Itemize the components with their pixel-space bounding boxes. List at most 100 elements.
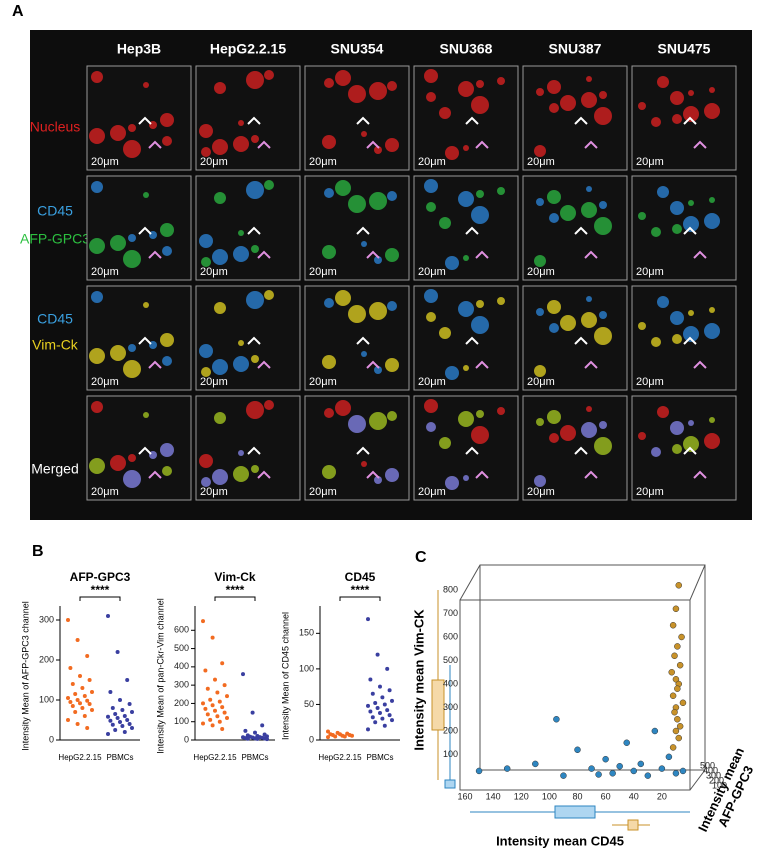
cell xyxy=(199,344,213,358)
cell xyxy=(581,422,597,438)
cell xyxy=(672,114,682,124)
cell xyxy=(369,192,387,210)
cell xyxy=(547,300,561,314)
row-label: Nucleus xyxy=(30,119,81,135)
cell xyxy=(361,241,367,247)
data-point xyxy=(669,744,677,751)
cell xyxy=(212,249,228,265)
cell xyxy=(599,91,607,99)
cell xyxy=(439,217,451,229)
cell xyxy=(547,190,561,204)
data-point xyxy=(78,674,82,678)
cell xyxy=(91,71,103,83)
data-point xyxy=(203,706,208,711)
scale-bar: 20μm xyxy=(91,156,119,168)
scale-bar: 20μm xyxy=(636,266,664,278)
data-point xyxy=(674,643,681,650)
cell xyxy=(534,365,546,377)
data-point xyxy=(87,678,92,682)
cell xyxy=(445,366,459,380)
cell xyxy=(683,216,699,232)
data-point xyxy=(602,755,609,763)
cell xyxy=(549,323,559,333)
arrowhead xyxy=(356,116,370,125)
cell xyxy=(251,355,259,363)
data-point xyxy=(118,720,122,724)
data-point xyxy=(203,668,208,673)
cell xyxy=(638,322,646,330)
z-tick-label: 200 xyxy=(709,775,724,785)
data-point xyxy=(80,706,85,710)
cell xyxy=(638,212,646,220)
data-point xyxy=(370,715,375,720)
x-tick-label: PBMCs xyxy=(366,753,393,762)
y-tick-label: 500 xyxy=(443,655,458,665)
cell xyxy=(264,70,274,80)
y-tick-label: 100 xyxy=(299,663,314,673)
cell xyxy=(214,82,226,94)
data-point xyxy=(127,702,132,706)
data-point xyxy=(85,654,90,658)
x-tick-label: 160 xyxy=(457,791,472,801)
cell xyxy=(670,201,684,215)
data-point xyxy=(113,728,118,732)
y-tick-label: 600 xyxy=(443,631,458,641)
data-point xyxy=(385,708,390,713)
scale-bar: 20μm xyxy=(91,376,119,388)
cell xyxy=(160,113,174,127)
cell xyxy=(463,145,469,151)
cell xyxy=(214,302,226,314)
cell xyxy=(560,95,576,111)
arrowhead xyxy=(366,360,380,369)
data-point xyxy=(70,682,75,686)
data-point xyxy=(110,706,115,710)
cell xyxy=(458,411,474,427)
cell xyxy=(536,418,544,426)
panel-label: A xyxy=(12,3,24,20)
data-point xyxy=(588,765,595,772)
marginal-boxes xyxy=(431,590,690,831)
cell xyxy=(426,312,436,322)
arrowhead xyxy=(257,140,271,149)
cell xyxy=(547,410,561,424)
cell xyxy=(160,443,174,457)
cell xyxy=(426,202,436,212)
data-point xyxy=(326,735,330,740)
data-point xyxy=(75,638,80,642)
x-tick-label: PBMCs xyxy=(241,753,268,762)
data-point xyxy=(113,712,118,716)
cell xyxy=(560,315,576,331)
cell xyxy=(549,433,559,443)
cell xyxy=(536,198,544,206)
data-point xyxy=(373,720,378,725)
scale-bar: 20μm xyxy=(418,376,446,388)
data-point xyxy=(125,678,130,682)
data-point xyxy=(553,716,560,723)
cell xyxy=(672,334,682,344)
cell xyxy=(143,82,149,88)
cell xyxy=(586,76,592,82)
data-point xyxy=(120,724,125,728)
cell xyxy=(251,135,259,143)
cell xyxy=(424,399,438,413)
data-point xyxy=(222,683,227,688)
cell xyxy=(264,180,274,190)
cell xyxy=(251,465,259,473)
cell xyxy=(426,422,436,432)
cell xyxy=(594,327,612,345)
data-point xyxy=(674,716,681,723)
data-point xyxy=(672,676,680,683)
cell xyxy=(91,401,103,413)
cell xyxy=(348,415,366,433)
cell xyxy=(214,412,226,424)
cell xyxy=(651,447,661,457)
cell xyxy=(238,120,244,126)
data-point xyxy=(82,694,87,698)
cell xyxy=(123,140,141,158)
cell xyxy=(704,433,720,449)
cell xyxy=(162,246,172,256)
cell xyxy=(264,290,274,300)
data-point xyxy=(127,722,132,726)
cell xyxy=(348,195,366,213)
